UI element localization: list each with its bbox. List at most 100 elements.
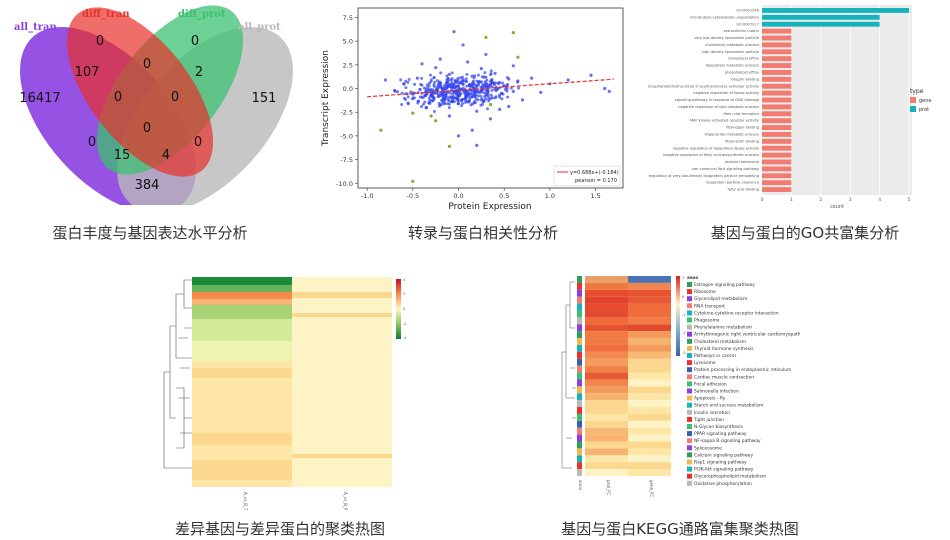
scatter-point [476,73,480,77]
kegg-pathway-label: Starch and sucrose metabolism [694,403,763,409]
scatter-point [450,100,454,104]
go-bar [762,166,792,172]
scatter-point [443,96,447,100]
kegg-colorbar [676,276,680,356]
kegg-cell-prot [585,420,628,428]
kegg-anno-cell [577,448,582,456]
scatter-point [402,96,406,100]
scatter-point [449,95,453,99]
venn-region-value: 0 [88,135,96,150]
kegg-anno-cell [577,351,582,359]
scatter-point-green [429,114,433,118]
scatter-point [479,98,483,102]
go-category-label: plasma membrane [725,160,760,164]
scatter-point [449,78,453,82]
scatter-xtick-label: -0.5 [406,192,419,200]
heatmap-cell [192,341,292,361]
caption-heat2: 基因与蛋白KEGG通路富集聚类热图 [561,520,799,538]
scatter-point [407,78,411,82]
kegg-pathway-label: Phagosome [694,318,720,324]
heatmap-cell [192,368,292,378]
scatter-point [460,87,464,91]
venn-region-value: 0 [114,90,122,105]
scatter-point [406,95,410,99]
caption-scatter: 转录与蛋白相关性分析 [407,224,558,242]
regression-line [367,78,614,98]
kegg-anno-cell [577,303,582,311]
kegg-legend-swatch [687,473,692,479]
kegg-anno-label: anno [578,480,583,491]
venn-region-value: 0 [143,57,151,72]
scatter-point [471,79,475,83]
scatter-point [488,117,493,121]
kegg-anno-cell [577,455,582,463]
go-bar [762,76,792,82]
kegg-pathway-label: Cytokine-cytokine receptor interaction [694,310,779,316]
scatter-point [474,97,478,101]
scatter-point [505,87,509,91]
go-bar [762,159,792,165]
scatter-point [471,82,475,86]
kegg-anno-cell [577,276,582,283]
scatter-point [421,102,425,106]
kegg-cell-gene [628,469,671,476]
scatter-point [489,69,493,73]
kegg-pathway-label: Focal adhesion [694,381,727,387]
scatter-point [396,90,400,94]
kegg-pathway-label: Glycerophospholipid metabolism [694,474,766,480]
kegg-cell-gene [628,317,671,325]
go-category-label: fibronectin binding [725,139,759,143]
kegg-pathway-label: Estrogen signaling pathway [694,282,755,288]
scatter-point [444,81,448,85]
scatter-point [415,76,419,80]
go-legend-swatch-prot [910,106,916,112]
heatmap-scale-label: 4 [403,278,406,282]
heatmap-scale-label: 2 [403,292,405,296]
heatmap-col-label: A_vs_B_P [343,492,348,511]
scatter-point [539,90,543,94]
kegg-cell-prot [585,317,628,325]
kegg-cell-prot [585,372,628,380]
scatter-point [427,101,431,105]
kegg-legend-swatch [687,431,692,437]
kegg-cell-prot [585,427,628,435]
scatter-ytick-label: 2.5 [343,61,353,69]
scatter-point [402,82,406,86]
kegg-cell-prot [585,441,628,449]
kegg-legend-swatch [687,452,692,458]
scatter-xtick-label: 1.5 [590,192,600,200]
go-bar [762,111,792,117]
scatter-xtick-label: 1.0 [545,192,555,200]
scatter-point [437,101,441,105]
go-legend-gene: gene [919,98,932,104]
kegg-anno-cell [577,310,582,318]
go-xtick-label: 2 [819,197,822,203]
heatmap-cell [192,299,292,305]
go-bar [762,152,792,158]
kegg-cell-gene [628,462,671,470]
kegg-pathway-label: Glycerolipid metabolism [694,296,747,302]
kegg-anno-cell [577,393,582,401]
kegg-cell-prot [585,407,628,414]
go-bar [762,118,792,124]
scatter-point [432,110,436,114]
scatter-point [419,105,423,109]
venn-region-value: 384 [135,178,160,193]
kegg-cell-prot [585,434,628,442]
kegg-cell-prot [585,386,628,394]
kegg-pathway-label: Calcium signaling pathway [694,452,754,458]
go-bar [762,35,792,41]
kegg-anno-cell [577,296,582,304]
scatter-point [432,84,436,88]
kegg-cell-prot [585,462,628,470]
heatmap-cell [192,319,292,341]
go-xtick-label: 4 [878,197,881,203]
scatter-point [479,80,483,84]
kegg-cell-gene [628,413,671,421]
scatter-point [453,79,457,83]
kegg-anno-cell [577,331,582,339]
scatter-ytick-label: 0.0 [343,85,353,93]
scatter-point [456,134,461,138]
scatter-point [473,99,477,103]
go-category-label: signaling pathway in response to DNA dam… [675,98,760,102]
